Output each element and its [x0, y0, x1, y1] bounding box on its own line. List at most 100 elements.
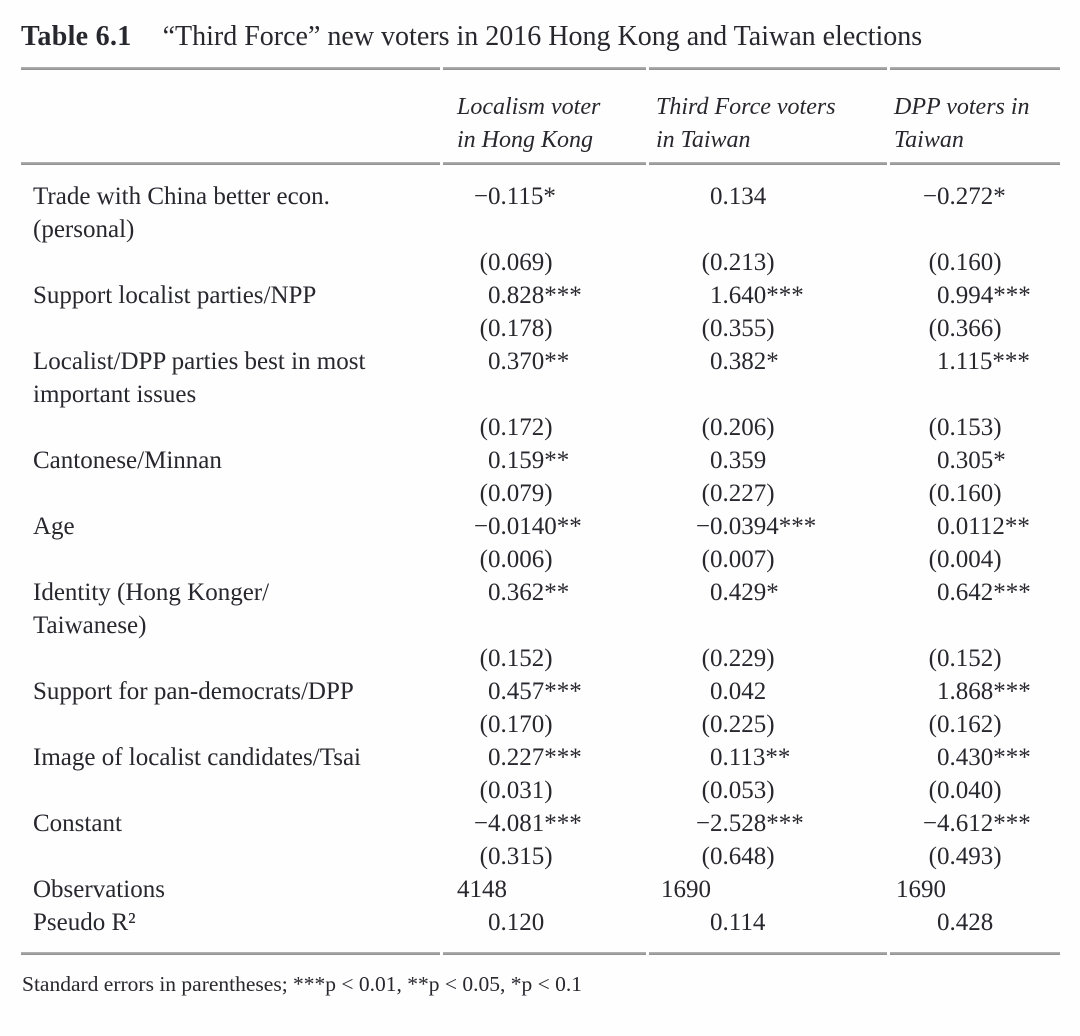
value-cell: (0.079) [443, 477, 649, 510]
value-number: 0.134 [710, 183, 767, 210]
row-label [21, 708, 443, 741]
rule-segment [21, 162, 440, 165]
value-cell [649, 609, 890, 642]
value-cell: 0.428 [890, 906, 1060, 939]
table-row: Observations 4148 1690 1690 [21, 873, 1060, 906]
value-cell: 0.113** [649, 741, 890, 774]
row-label: Constant [33, 810, 122, 837]
row-label [21, 642, 443, 675]
row-label [21, 312, 443, 345]
value-number: 0.042 [710, 678, 767, 705]
value-number: 0.0140** [488, 513, 582, 540]
table-row: important issues [21, 378, 1060, 411]
value-number: 0.493) [937, 843, 1002, 870]
value-cell [649, 213, 890, 246]
table-row: (0.172)(0.206)(0.153) [21, 411, 1060, 444]
value-sign: − [473, 183, 488, 210]
caption-label: Table 6.1 [21, 21, 132, 52]
value-sign: ( [928, 843, 937, 870]
value-number: 0.430*** [937, 744, 1031, 771]
value-number: 0.366) [937, 315, 1002, 342]
value-sign: ( [479, 315, 488, 342]
value-cell: 0.114 [649, 906, 890, 939]
rule-segment [443, 67, 646, 70]
value-number: 0.355) [710, 315, 775, 342]
value-cell: 0.828*** [443, 279, 649, 312]
value-cell: −0.272* [890, 180, 1060, 213]
value-sign [921, 510, 937, 543]
row-label [21, 246, 443, 279]
value-cell: −4.081*** [443, 807, 649, 840]
value-number: 0.429* [710, 579, 779, 606]
value-number: 0.172) [488, 414, 553, 441]
row-label [21, 543, 443, 576]
value-cell: −0.0394*** [649, 510, 890, 543]
header-cell-third-force-tw: Third Force voters in Taiwan [656, 94, 836, 153]
value-number: 0.069) [488, 249, 553, 276]
value-number: 0.114 [710, 909, 766, 936]
value-sign: − [695, 810, 710, 837]
row-label: Localist/DPP parties best in most [33, 348, 366, 375]
row-label [21, 477, 443, 510]
header-cell-variables [21, 91, 443, 157]
value-number: 0.382* [710, 348, 779, 375]
value-cell: 0.429* [649, 576, 890, 609]
value-sign: − [473, 810, 488, 837]
row-label [21, 411, 443, 444]
value-number: 0.828*** [488, 282, 582, 309]
rule-segment [890, 162, 1060, 165]
value-cell [443, 213, 649, 246]
value-number: 4.081*** [488, 810, 582, 837]
value-number: 0.160) [937, 480, 1002, 507]
value-sign [694, 576, 710, 609]
table-footnote: Standard errors in parentheses; ***p < 0… [22, 972, 583, 996]
value-number: 0.370** [488, 348, 570, 375]
value-cell: (0.004) [890, 543, 1060, 576]
value-number: 0.272* [937, 183, 1006, 210]
value-number: 0.053) [710, 777, 775, 804]
table-row: Support localist parties/NPP 0.828*** 1.64… [21, 279, 1060, 312]
value-sign [472, 906, 488, 939]
value-cell: 1.868*** [890, 675, 1060, 708]
value-number: 0.120 [488, 909, 545, 936]
value-cell: 0.457*** [443, 675, 649, 708]
value-cell: (0.069) [443, 246, 649, 279]
value-cell: 0.159** [443, 444, 649, 477]
value-sign [694, 906, 710, 939]
row-label: Observations [33, 876, 165, 903]
table-row: (0.006)(0.007)(0.004) [21, 543, 1060, 576]
value-number: 0.206) [710, 414, 775, 441]
value-cell: −4.612*** [890, 807, 1060, 840]
table-row: Taiwanese) [21, 609, 1060, 642]
value-sign [472, 741, 488, 774]
value-sign: ( [928, 711, 937, 738]
rule-segment [890, 952, 1060, 955]
table-row: Cantonese/Minnan 0.159** 0.359 0.305* [21, 444, 1060, 477]
rule-segment [890, 67, 1060, 70]
value-sign: ( [479, 645, 488, 672]
value-sign: ( [701, 414, 710, 441]
row-label: Age [33, 513, 75, 540]
value-cell: (0.162) [890, 708, 1060, 741]
row-label: Cantonese/Minnan [33, 447, 222, 474]
table-row: (0.178)(0.355)(0.366) [21, 312, 1060, 345]
table-row: (0.315)(0.648)(0.493) [21, 840, 1060, 873]
value-cell: (0.178) [443, 312, 649, 345]
value-number: 0.040) [937, 777, 1002, 804]
table-row: (0.170)(0.225)(0.162) [21, 708, 1060, 741]
value-number: 2.528*** [710, 810, 804, 837]
value-cell: (0.172) [443, 411, 649, 444]
table-row: Localist/DPP parties best in most 0.370**… [21, 345, 1060, 378]
rule-segment [649, 162, 887, 165]
value-cell: (0.315) [443, 840, 649, 873]
value-number: 0.359 [710, 447, 767, 474]
value-sign: − [473, 513, 488, 540]
value-cell: 0.370** [443, 345, 649, 378]
value-sign: ( [701, 777, 710, 804]
rule-segment [21, 952, 440, 955]
row-label: important issues [33, 381, 197, 408]
value-sign: ( [479, 414, 488, 441]
value-number: 0.305* [937, 447, 1006, 474]
table-row: Support for pan-democrats/DPP 0.457*** 0.0… [21, 675, 1060, 708]
